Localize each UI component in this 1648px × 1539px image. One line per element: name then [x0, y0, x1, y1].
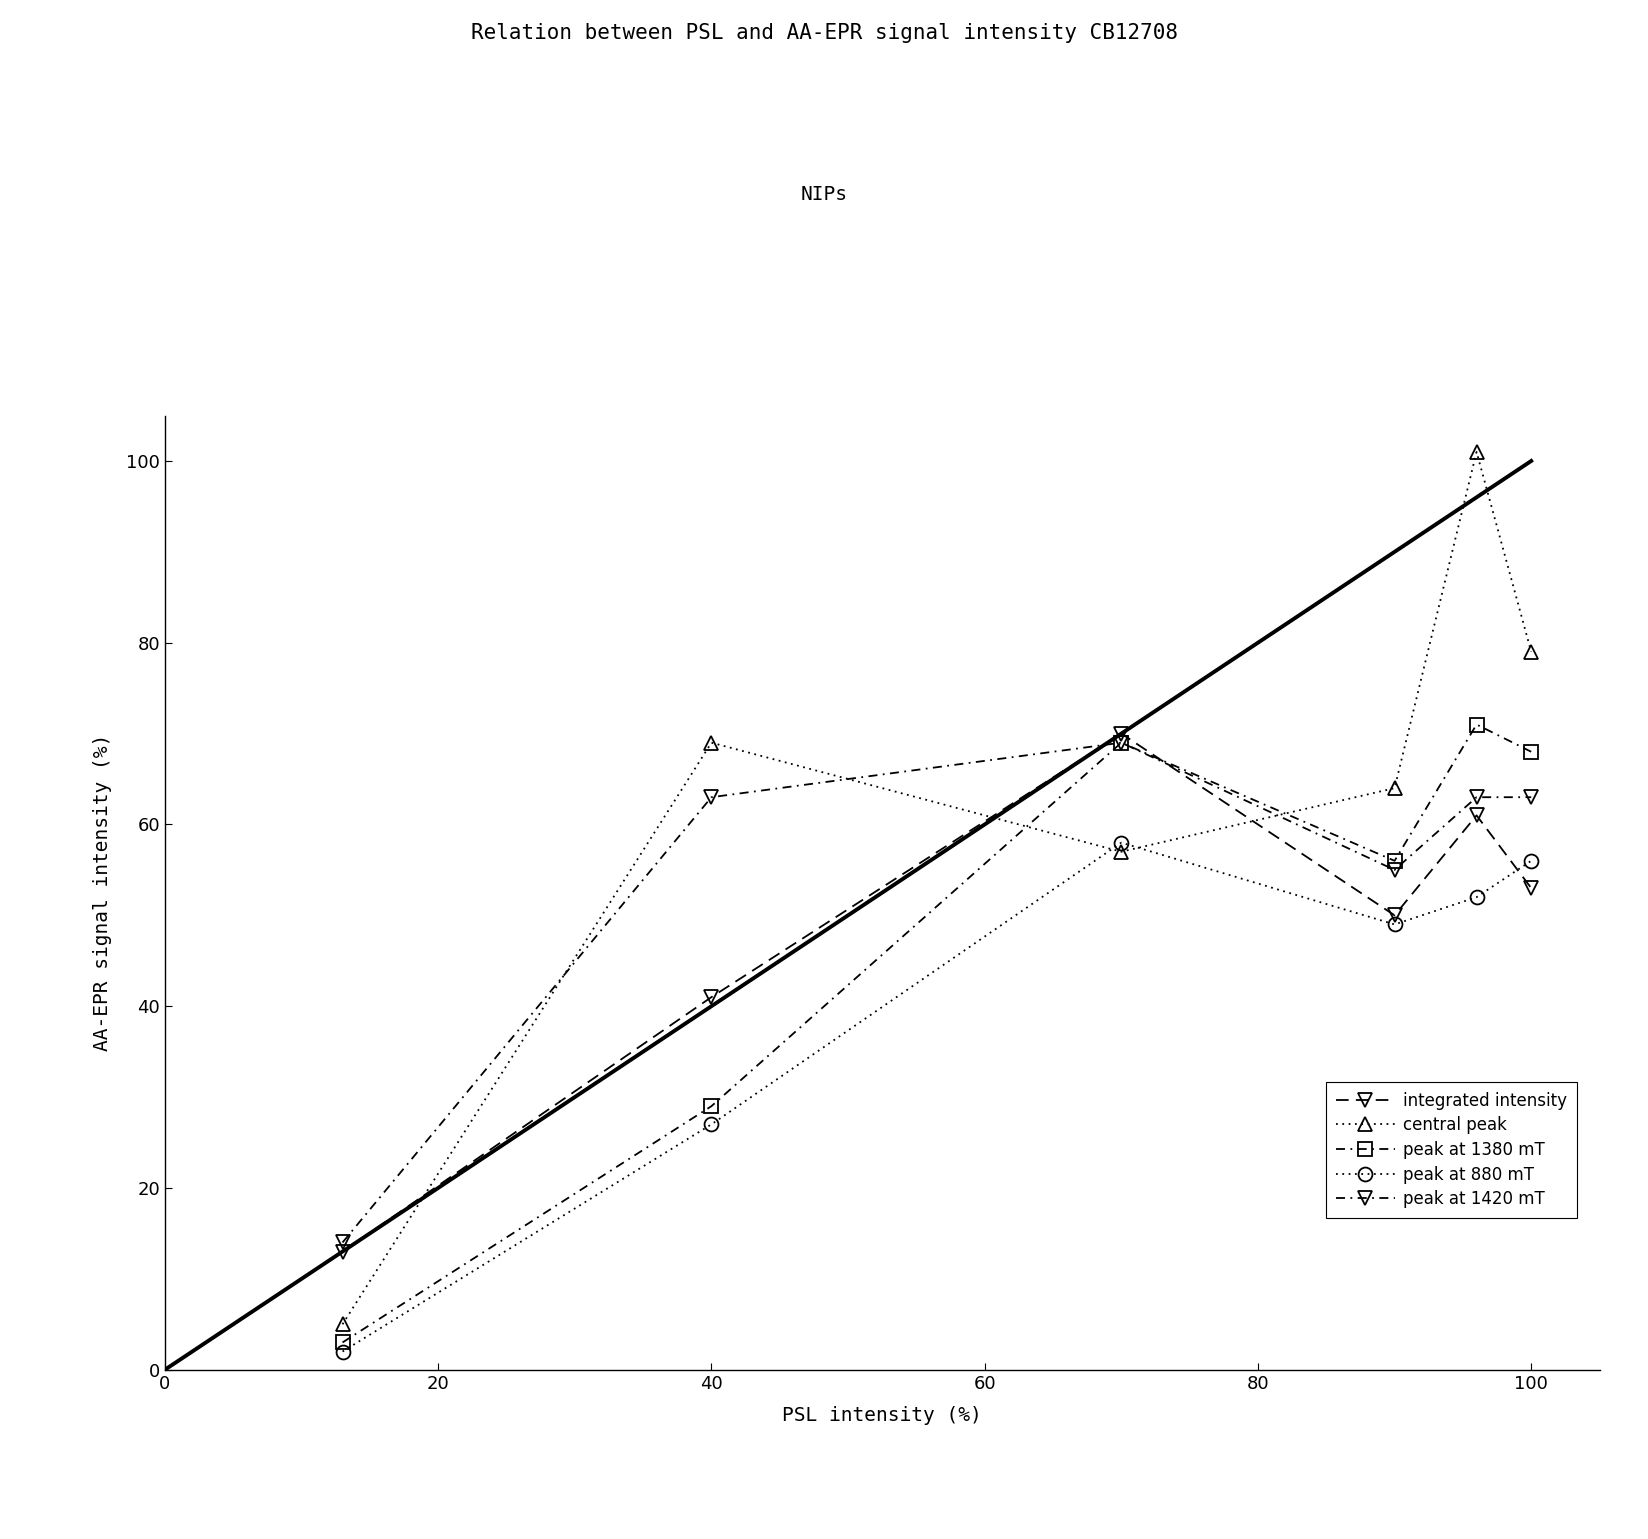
Line: central peak: central peak [336, 445, 1538, 1331]
peak at 1420 mT [1384, 860, 1404, 879]
peak at 1380 mT [333, 1333, 353, 1351]
peak at 880 mT [1465, 888, 1485, 906]
integrated intensity [700, 988, 720, 1007]
integrated intensity [333, 1242, 353, 1260]
integrated intensity [1384, 906, 1404, 925]
peak at 880 mT [333, 1342, 353, 1360]
Line: peak at 1380 mT: peak at 1380 mT [336, 717, 1538, 1350]
peak at 1380 mT [1465, 716, 1485, 734]
central peak [1384, 779, 1404, 797]
peak at 1420 mT [1521, 788, 1541, 806]
Y-axis label: AA-EPR signal intensity (%): AA-EPR signal intensity (%) [94, 734, 112, 1051]
Line: peak at 1420 mT: peak at 1420 mT [336, 736, 1538, 1250]
peak at 1420 mT [700, 788, 720, 806]
central peak [1111, 842, 1131, 860]
peak at 880 mT [1521, 851, 1541, 870]
peak at 1380 mT [1521, 742, 1541, 760]
Line: integrated intensity: integrated intensity [336, 726, 1538, 1259]
peak at 880 mT [1111, 834, 1131, 853]
peak at 880 mT [1384, 916, 1404, 934]
Text: NIPs: NIPs [801, 185, 847, 203]
central peak [333, 1314, 353, 1333]
Line: peak at 880 mT: peak at 880 mT [336, 836, 1538, 1359]
integrated intensity [1521, 879, 1541, 897]
peak at 1380 mT [700, 1097, 720, 1116]
peak at 1420 mT [333, 1233, 353, 1251]
peak at 1420 mT [1465, 788, 1485, 806]
peak at 880 mT [700, 1116, 720, 1134]
central peak [1465, 443, 1485, 462]
peak at 1380 mT [1384, 851, 1404, 870]
integrated intensity [1465, 806, 1485, 825]
X-axis label: PSL intensity (%): PSL intensity (%) [781, 1407, 982, 1425]
Text: Relation between PSL and AA-EPR signal intensity CB12708: Relation between PSL and AA-EPR signal i… [471, 23, 1177, 43]
peak at 1380 mT [1111, 734, 1131, 753]
central peak [1521, 643, 1541, 662]
Legend: integrated intensity, central peak, peak at 1380 mT, peak at 880 mT, peak at 142: integrated intensity, central peak, peak… [1325, 1082, 1575, 1219]
peak at 1420 mT [1111, 734, 1131, 753]
integrated intensity [1111, 725, 1131, 743]
central peak [700, 734, 720, 753]
